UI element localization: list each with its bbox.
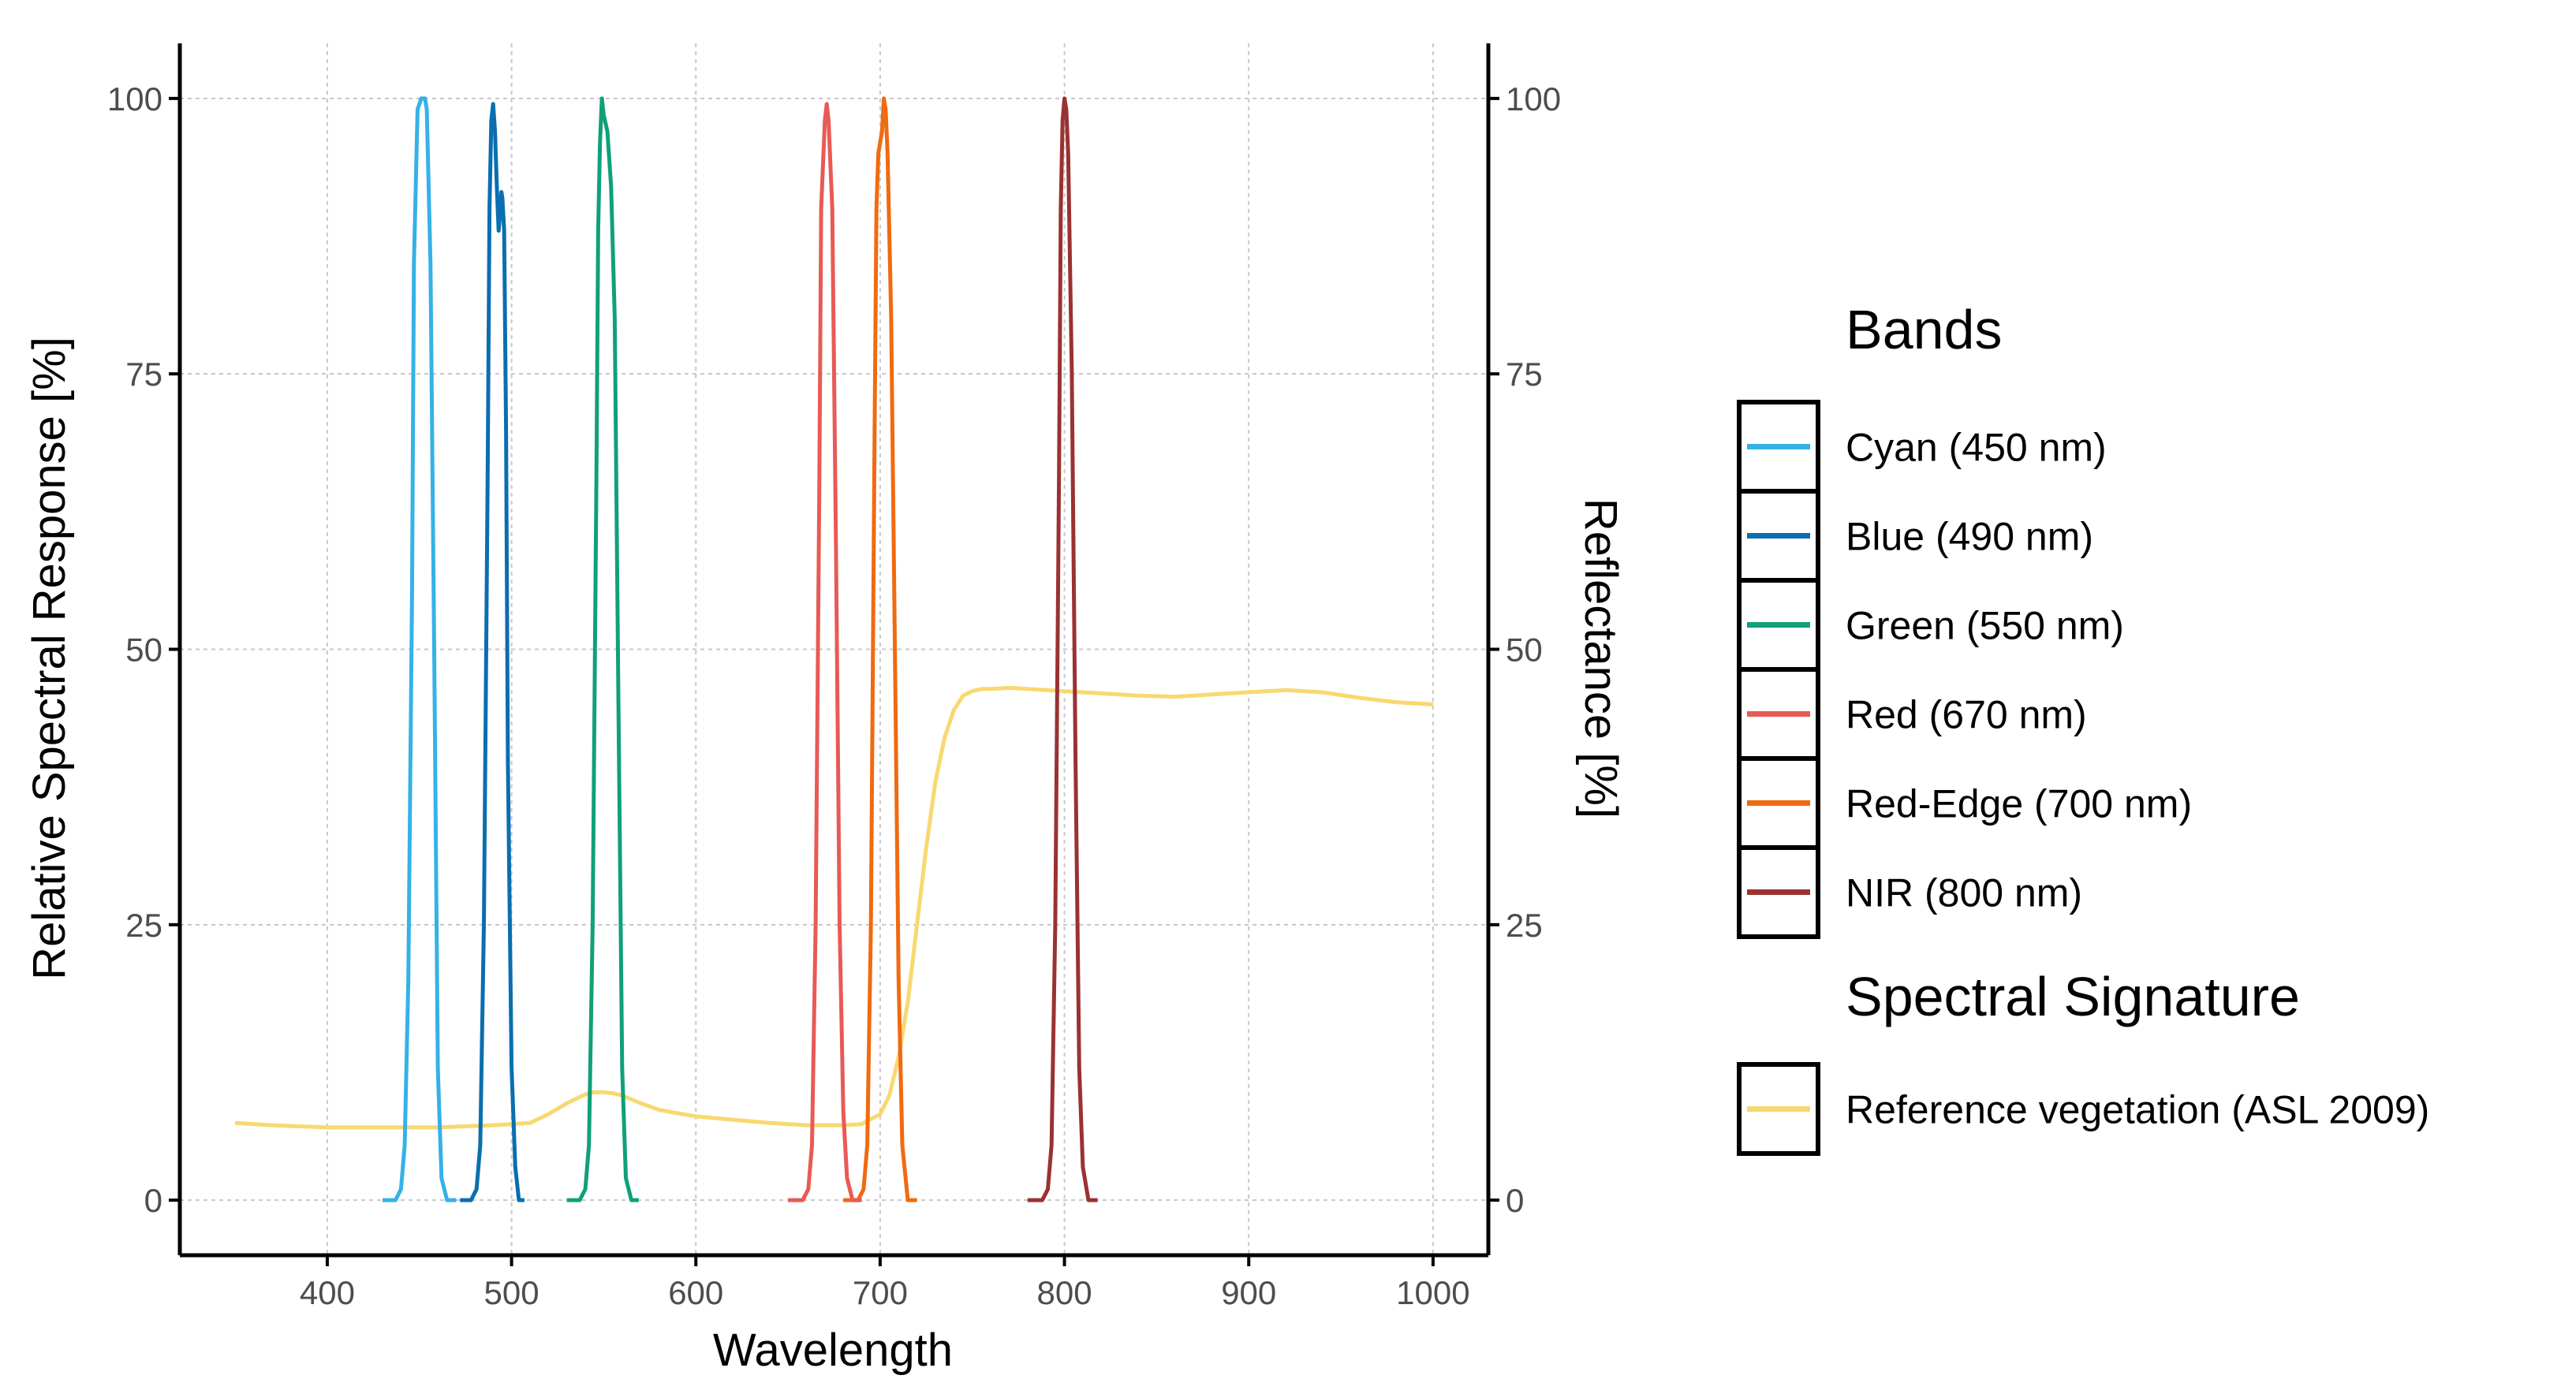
legend-label-red-edge-700-nm: Red-Edge (700 nm) bbox=[1846, 782, 2192, 826]
x-tick-label-900: 900 bbox=[1221, 1274, 1276, 1311]
x-tick-label-1000: 1000 bbox=[1396, 1274, 1469, 1311]
legend-label-cyan-450-nm: Cyan (450 nm) bbox=[1846, 426, 2107, 470]
series-line-red-670-nm bbox=[788, 102, 862, 1202]
y2-tick-label-0: 0 bbox=[1506, 1182, 1524, 1219]
legend-label-nir-800-nm: NIR (800 nm) bbox=[1846, 871, 2082, 915]
y-tick-label-100: 100 bbox=[107, 80, 162, 117]
series-line-nir-800-nm bbox=[1027, 96, 1098, 1202]
series-line-green-550-nm bbox=[566, 96, 639, 1202]
series-line-cyan-450-nm bbox=[383, 96, 457, 1202]
y-tick-label-75: 75 bbox=[125, 356, 162, 393]
legend-entries: Cyan (450 nm) Blue (490 nm) Green (550 nm)… bbox=[1737, 400, 2429, 1156]
legend-title-bands: Bands bbox=[1846, 299, 2002, 360]
y2-axis-title: Reflectance [%] bbox=[1575, 498, 1626, 818]
legend-label-green-550-nm: Green (550 nm) bbox=[1846, 604, 2124, 648]
legend-label-blue-490-nm: Blue (490 nm) bbox=[1846, 515, 2093, 559]
x-tick-label-700: 700 bbox=[853, 1274, 908, 1311]
legend-title-spectral-signature: Spectral Signature bbox=[1846, 966, 2300, 1027]
y-axis-title: Relative Spectral Response [%] bbox=[24, 337, 75, 980]
axis-ticks: 400 500 600 700 800 900 1000025507510002550751… bbox=[107, 80, 1561, 1311]
series-line-blue-490-nm bbox=[460, 102, 525, 1202]
legend: Bands Spectral Signature Cyan (450 nm) Bl… bbox=[1737, 299, 2429, 1156]
y-tick-label-0: 0 bbox=[144, 1182, 162, 1219]
y2-tick-label-50: 50 bbox=[1506, 632, 1543, 669]
legend-label-red-670-nm: Red (670 nm) bbox=[1846, 693, 2087, 737]
series-line-reference-vegetation-asl-2009 bbox=[234, 685, 1434, 1130]
series-line-red-edge-700-nm bbox=[843, 96, 917, 1202]
legend-label-reference-vegetation-asl-2009: Reference vegetation (ASL 2009) bbox=[1846, 1088, 2429, 1132]
x-tick-label-600: 600 bbox=[668, 1274, 723, 1311]
y-tick-label-25: 25 bbox=[125, 907, 162, 944]
x-tick-label-400: 400 bbox=[300, 1274, 355, 1311]
y2-tick-label-25: 25 bbox=[1506, 907, 1543, 944]
x-tick-label-800: 800 bbox=[1037, 1274, 1092, 1311]
x-axis-title: Wavelength bbox=[713, 1325, 953, 1376]
x-tick-label-500: 500 bbox=[484, 1274, 539, 1311]
y-tick-label-50: 50 bbox=[125, 632, 162, 669]
series-lines bbox=[234, 96, 1434, 1202]
y2-tick-label-100: 100 bbox=[1506, 80, 1561, 117]
y2-tick-label-75: 75 bbox=[1506, 356, 1543, 393]
